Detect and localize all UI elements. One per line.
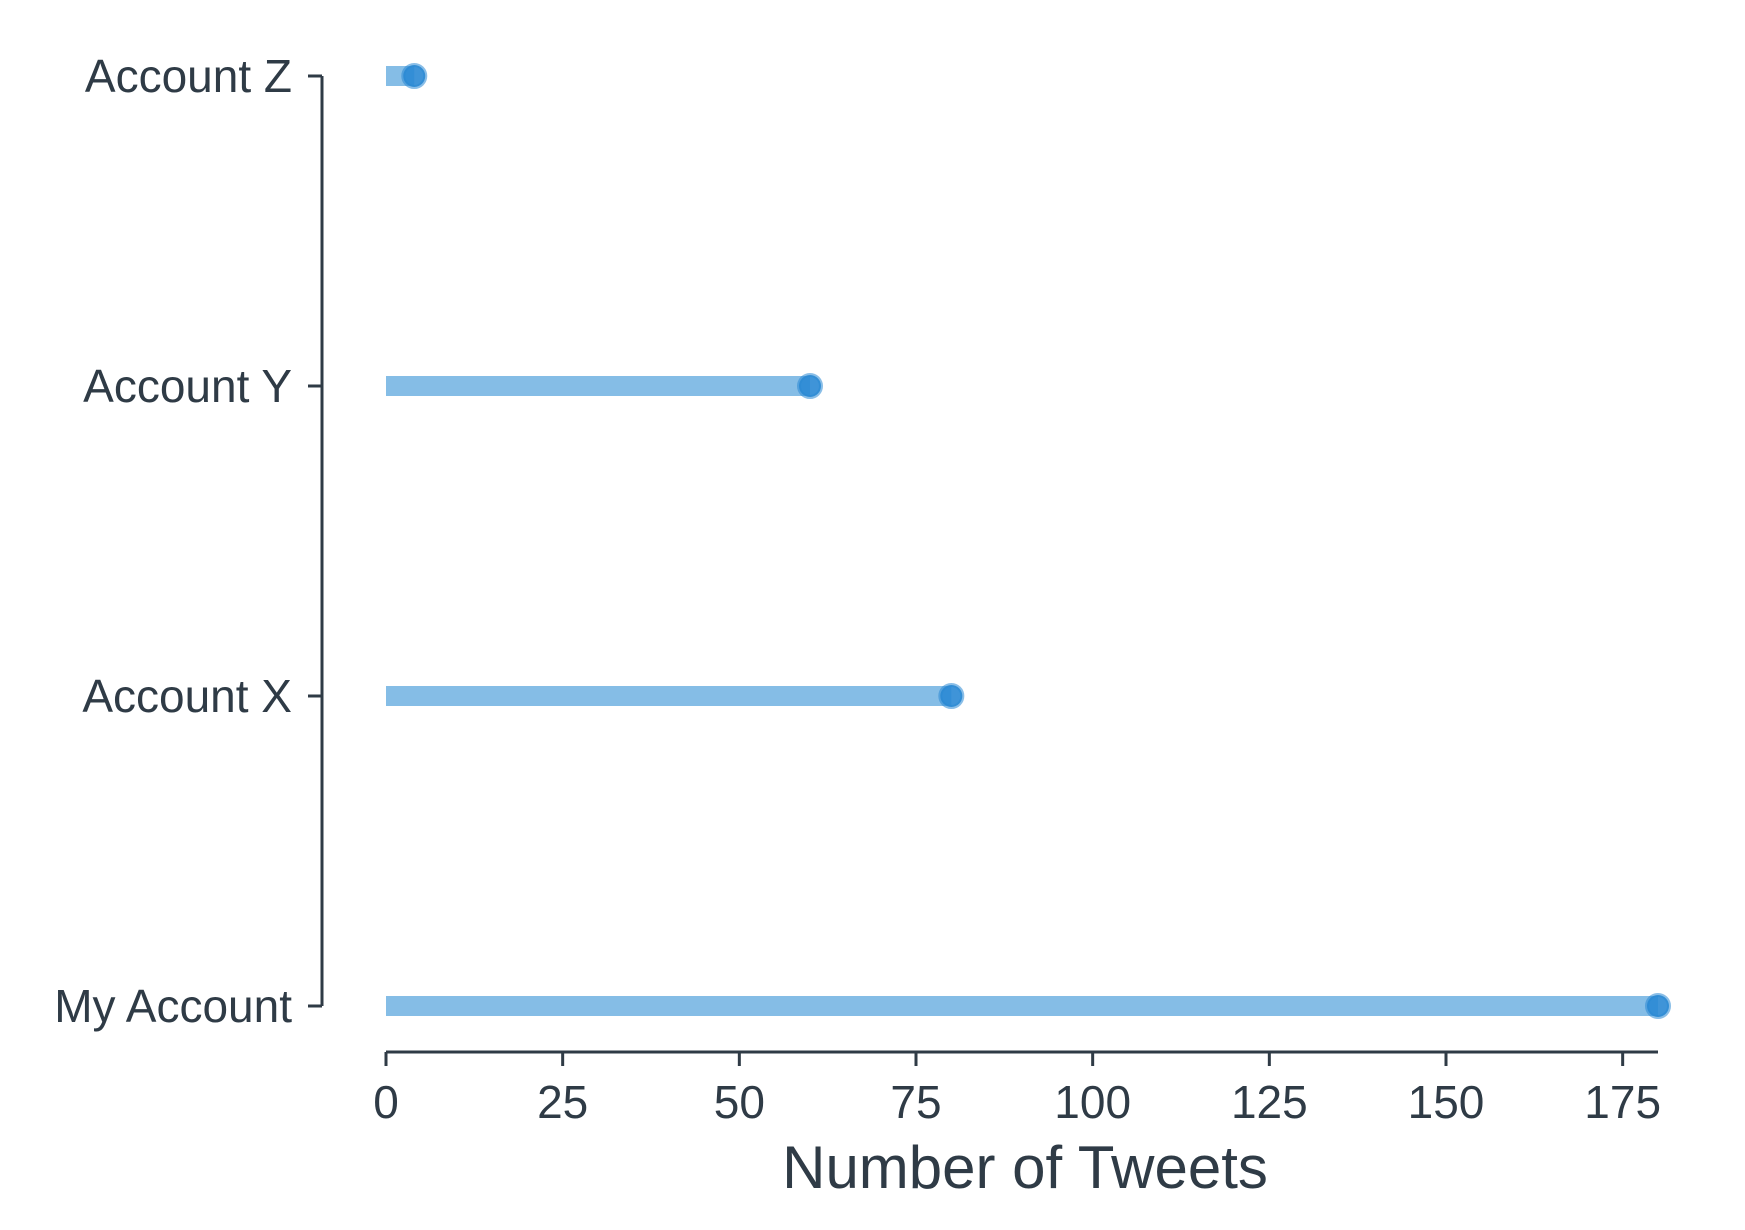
- y-tick-label-1: My Account: [54, 980, 292, 1032]
- y-tick-label-4: Account Z: [85, 50, 292, 102]
- x-axis-title: Number of Tweets: [782, 1134, 1268, 1201]
- x-tick-label-7: 150: [1408, 1076, 1485, 1128]
- marker-2: [938, 683, 965, 709]
- y-axis: My Account Account X Account Y Account Z: [54, 50, 324, 1032]
- x-tick-label-8: 175: [1584, 1076, 1661, 1128]
- y-tick-label-3: Account Y: [83, 360, 292, 412]
- x-tick-label-4: 75: [890, 1076, 941, 1128]
- marker-3: [797, 373, 823, 399]
- marker-1: [1645, 993, 1671, 1019]
- x-tick-label-3: 50: [714, 1076, 765, 1128]
- stems-layer: [386, 66, 1658, 1016]
- x-tick-label-6: 125: [1231, 1076, 1308, 1128]
- x-tick-label-2: 25: [537, 1076, 588, 1128]
- marker-4: [401, 63, 428, 89]
- x-tick-label-1: 0: [373, 1076, 399, 1128]
- x-tick-label-5: 100: [1054, 1076, 1131, 1128]
- y-tick-label-2: Account X: [82, 670, 292, 722]
- x-axis: 0 25 50 75 100 125 150 175: [373, 1050, 1661, 1128]
- markers-layer: [401, 63, 1671, 1019]
